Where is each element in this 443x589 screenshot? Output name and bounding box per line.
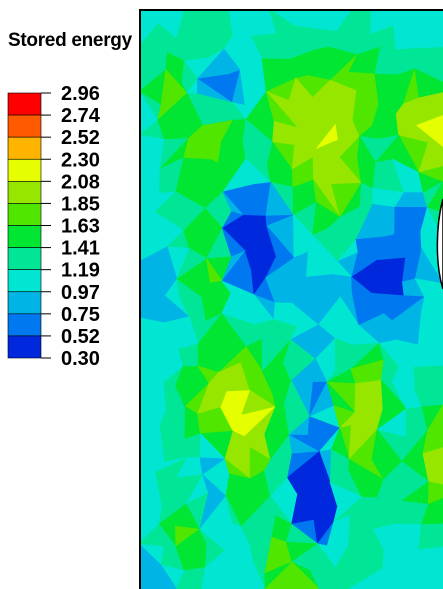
contour-cell [331, 566, 350, 589]
colorbar-band [7, 181, 42, 204]
colorbar-band [7, 247, 42, 270]
colorbar-band [7, 335, 42, 359]
colorbar-tick-label: 2.96 [61, 83, 100, 105]
contour-cell [422, 569, 443, 589]
contour-plot [139, 9, 443, 589]
colorbar-tick-label: 1.19 [61, 260, 100, 282]
contour-cell [382, 567, 403, 589]
colorbar-tick-label: 1.85 [61, 193, 100, 215]
colorbar-tick-label: 0.52 [61, 326, 100, 348]
contour-cells [139, 9, 443, 589]
colorbar-band [7, 114, 42, 138]
colorbar-band [7, 313, 42, 337]
stored-energy-contour-field [139, 9, 443, 589]
colorbar-tick-label: 1.41 [61, 238, 100, 260]
colorbar-band [7, 136, 42, 160]
colorbar-tick-label: 2.30 [61, 149, 100, 171]
colorbar-tick-label: 0.97 [61, 282, 100, 304]
contour-cell [201, 566, 233, 589]
contour-cell [247, 563, 266, 589]
legend-title: Stored energy [8, 30, 132, 51]
colorbar-legend: 2.962.742.522.302.081.851.631.411.190.97… [7, 83, 101, 370]
colorbar-tick-label: 2.08 [61, 171, 100, 193]
colorbar-tick-label: 1.63 [61, 216, 100, 238]
contour-cell [282, 561, 320, 589]
colorbar-band [7, 269, 42, 293]
plot-border [139, 9, 443, 589]
colorbar-tick-label: 2.74 [61, 105, 101, 127]
colorbar-band [7, 203, 42, 226]
colorbar-band [7, 291, 42, 315]
colorbar-band [7, 92, 42, 116]
colorbar-band [7, 158, 42, 182]
colorbar-band [7, 225, 42, 248]
contour-cell [157, 564, 177, 589]
colorbar-tick-label: 0.75 [61, 304, 100, 326]
colorbar-tick-label: 2.52 [61, 127, 100, 149]
colorbar-tick-label: 0.30 [61, 348, 100, 370]
